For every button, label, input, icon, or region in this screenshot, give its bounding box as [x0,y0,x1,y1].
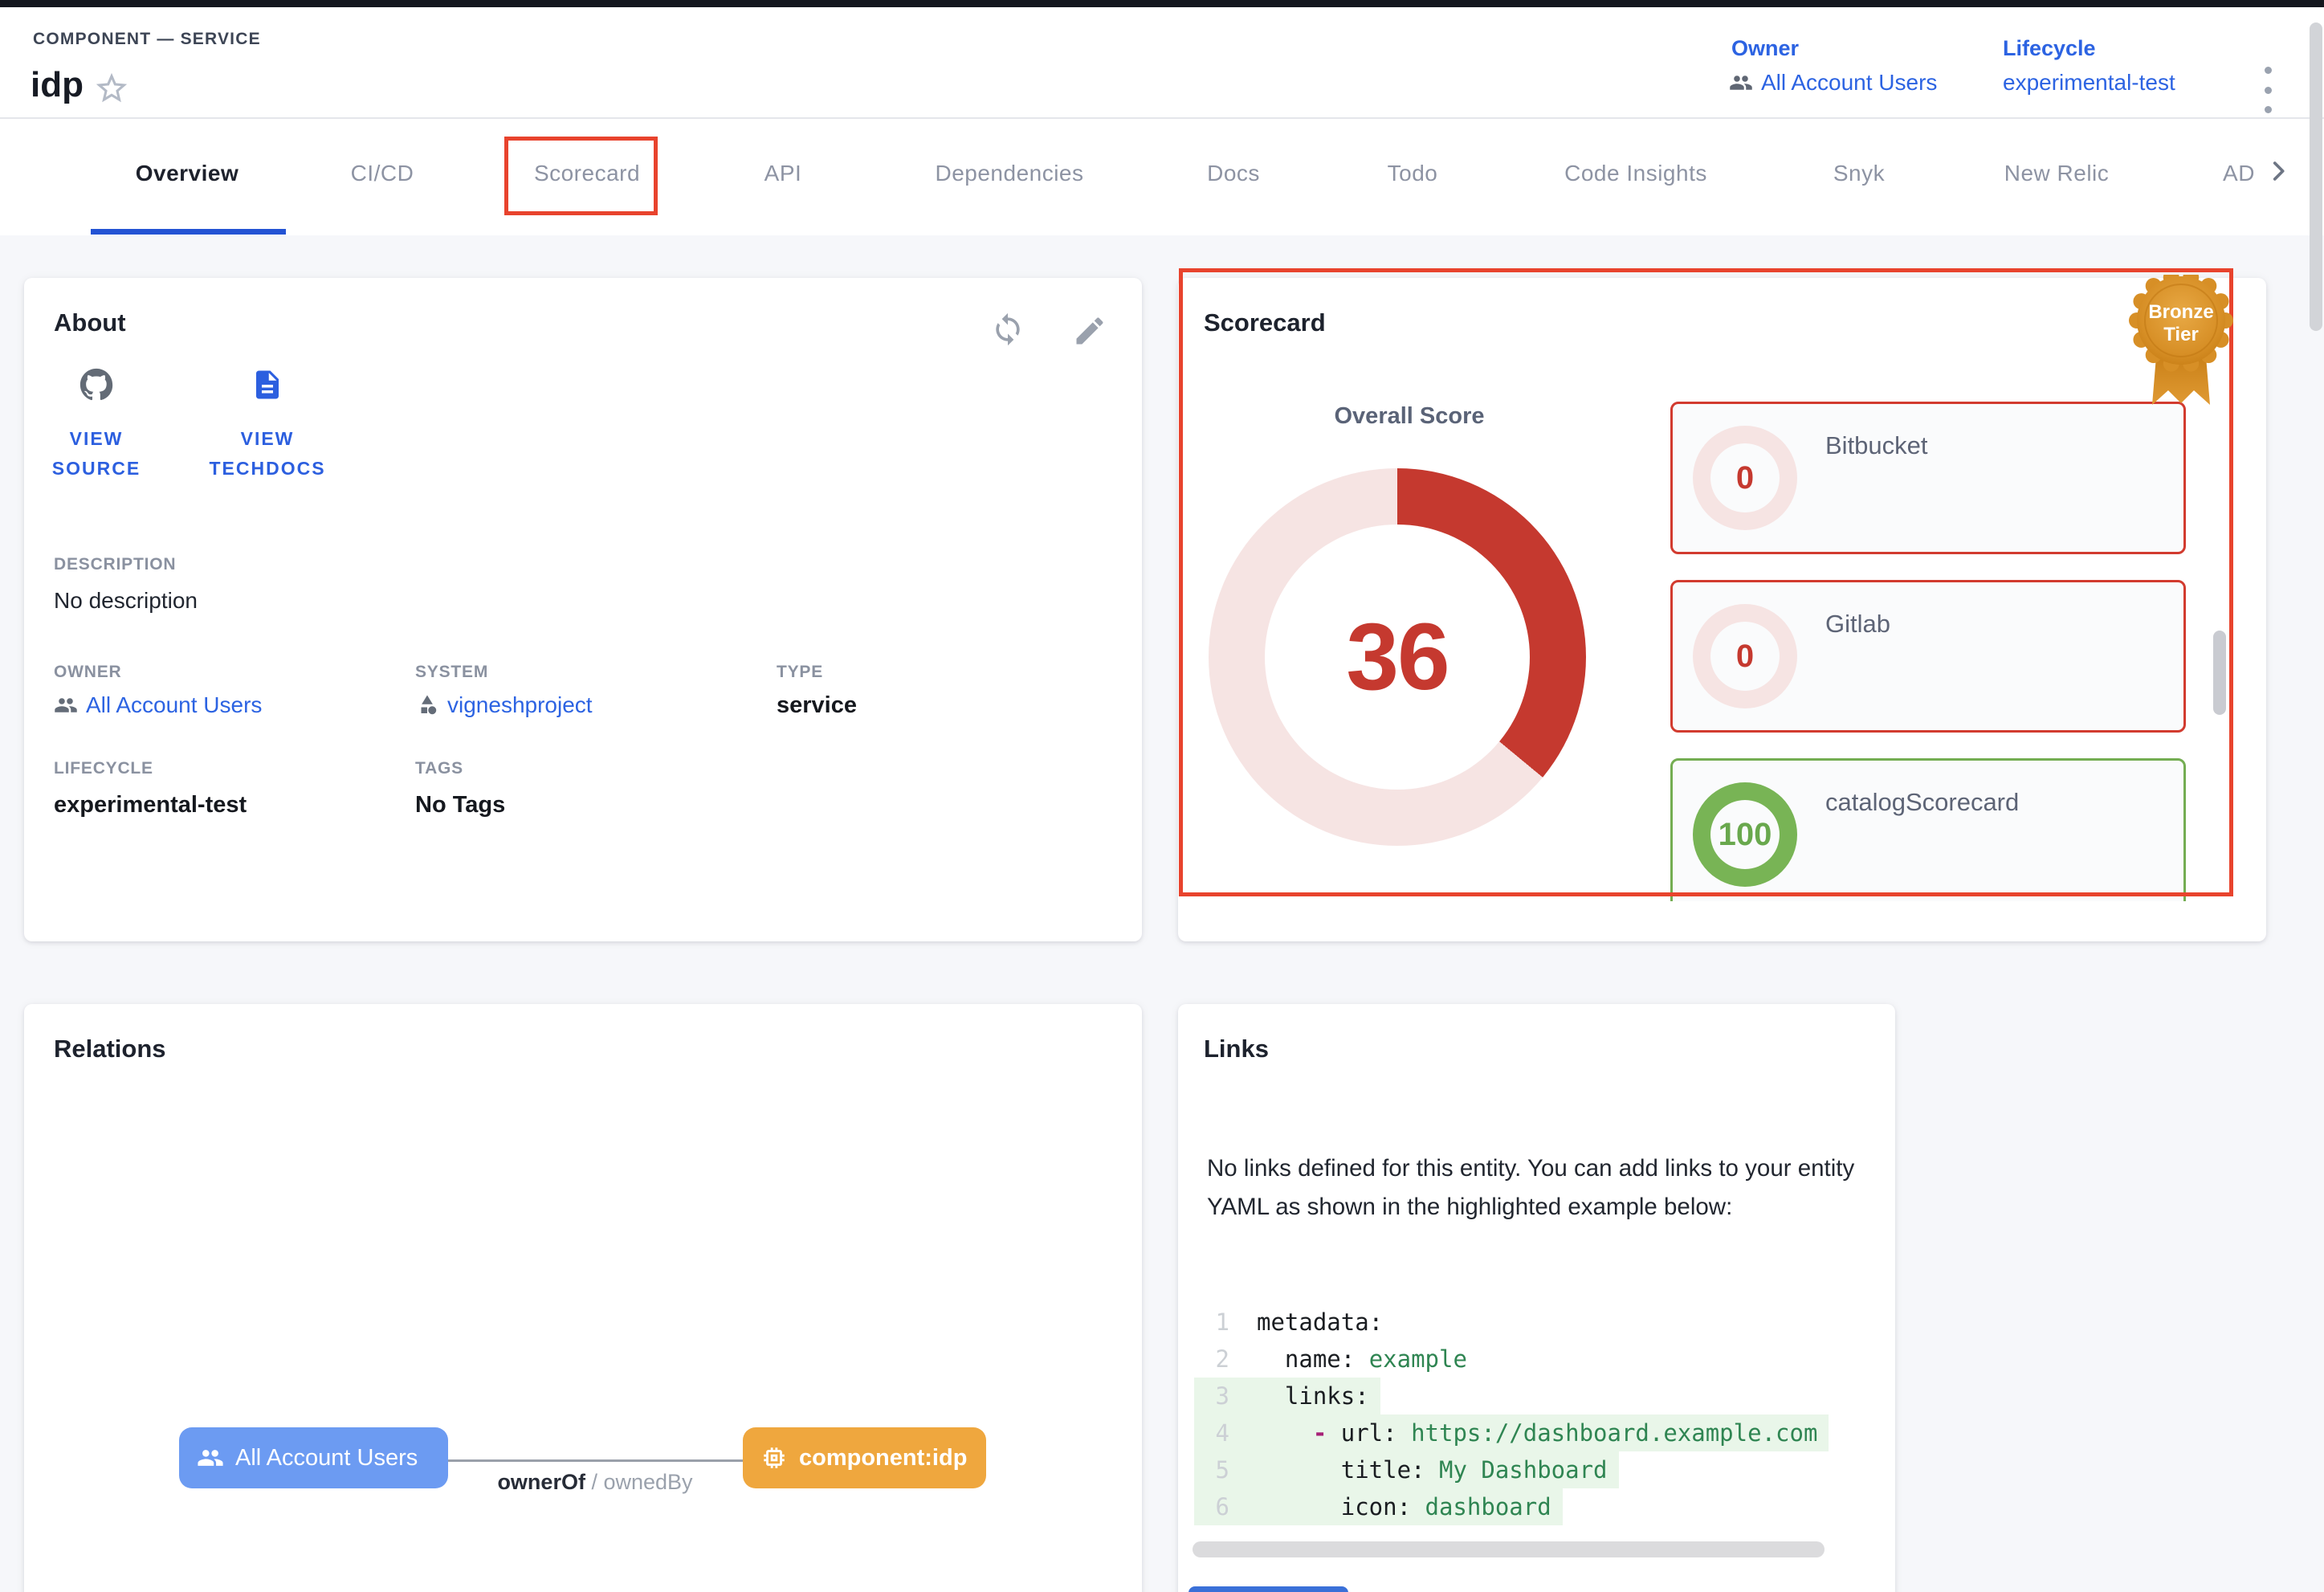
scorecard-item-catalogscorecard[interactable]: 100 catalogScorecard [1670,758,2186,901]
header-owner-value[interactable]: All Account Users [1729,70,1937,96]
system-label: SYSTEM [415,663,489,681]
scorecard-item-gitlab[interactable]: 0 Gitlab [1670,580,2186,733]
tags-label: TAGS [415,759,463,778]
type-value: service [777,692,857,718]
score-donut: 0 [1693,426,1797,530]
about-card-title: About [54,308,126,337]
active-tab-underline [91,229,286,235]
more-options-kebab-icon[interactable] [2253,63,2282,116]
header-lifecycle-label: Lifecycle [2003,36,2096,60]
system-value[interactable]: vigneshproject [415,692,593,718]
tier-badge-line1: Bronze [2148,301,2213,323]
view-source-label: VIEW SOURCE [51,428,141,479]
links-empty-message: No links defined for this entity. You ca… [1207,1155,1855,1220]
header-lifecycle-value: experimental-test [2003,70,2175,95]
favorite-star-icon[interactable] [93,70,130,107]
header-owner-label: Owner [1731,36,1800,60]
tab-snyk[interactable]: Snyk [1833,161,1886,186]
entity-tabbar: Overview CI/CD Scorecard API Dependencies Doc… [0,117,2324,235]
score-value: 0 [1735,638,1755,674]
code-line-3: 3 links: [1194,1378,1380,1414]
refresh-icon[interactable] [990,312,1025,347]
overall-score-label: Overall Score [1334,403,1485,429]
scorecard-card: Scorecard Bronze Tier Overall Score 36 [1178,275,2266,941]
score-value: 0 [1735,459,1755,496]
lifecycle-label: LIFECYCLE [54,759,153,778]
page-title: idp [31,65,84,104]
browser-top-bar [0,0,2324,7]
header-owner-link[interactable]: All Account Users [1761,70,1938,95]
scorecard-item-list: 0 Bitbucket 0 Gitlab 100 catalogScorecard [1670,402,2186,901]
relations-card: Relations All Account Users component:id… [24,1004,1142,1592]
document-icon [251,368,284,402]
github-icon [80,368,113,402]
relation-node-component[interactable]: component:idp [743,1427,986,1488]
code-horizontal-scrollbar[interactable] [1193,1541,1825,1557]
view-source-button[interactable]: VIEW SOURCE [36,368,157,484]
yaml-code-block: 1 metadata: 2 name: example 3 links: 4 - url… [1194,1304,1885,1525]
relation-node-component-label: component:idp [799,1444,968,1471]
relations-card-title: Relations [54,1035,166,1063]
scorecard-card-title: Scorecard [1204,308,1326,337]
owner-value[interactable]: All Account Users [54,692,262,718]
scorecard-item-bitbucket[interactable]: 0 Bitbucket [1670,402,2186,554]
links-card: Links No links defined for this entity. … [1178,1004,1895,1592]
bronze-tier-badge: Bronze Tier [2129,275,2233,405]
view-techdocs-label: VIEW TECHDOCS [209,428,326,479]
edit-pencil-icon[interactable] [1072,313,1107,349]
code-line-4: 4 - url: https://dashboard.example.com [1194,1414,1829,1451]
tier-badge-line2: Tier [2163,324,2199,345]
about-card: About VIEW SOURCE VIEW TECHDOCS DESCRIPT… [24,278,1142,941]
relation-edge-label: ownerOf / ownedBy [497,1470,693,1494]
group-icon [54,693,78,717]
code-line-6: 6 icon: dashboard [1194,1488,1563,1525]
tab-todo[interactable]: Todo [1387,161,1438,186]
tab-ad[interactable]: AD [2223,161,2255,186]
category-icon [415,693,439,717]
tags-value: No Tags [415,792,506,818]
score-donut: 0 [1693,604,1797,708]
links-card-title: Links [1204,1035,1269,1063]
code-line-2: 2 name: example [1215,1345,1467,1373]
tab-overview[interactable]: Overview [135,161,239,186]
score-name: Gitlab [1825,610,1890,638]
description-value: No description [54,588,198,613]
tab-new-relic[interactable]: New Relic [2004,161,2110,186]
relation-edge-line [448,1459,743,1462]
score-name: catalogScorecard [1825,788,2020,816]
chip-icon [760,1444,788,1472]
tab-docs[interactable]: Docs [1207,161,1260,186]
group-icon [1729,71,1753,95]
score-name: Bitbucket [1825,431,1928,459]
owner-label: OWNER [54,663,122,681]
type-label: TYPE [777,663,824,681]
entity-header: COMPONENT — SERVICE idp Owner All Accoun… [0,7,2324,117]
score-value: 100 [1718,816,1772,852]
overall-score-value: 36 [1346,604,1449,710]
code-line-5: 5 title: My Dashboard [1194,1451,1619,1488]
view-techdocs-button[interactable]: VIEW TECHDOCS [207,368,328,484]
breadcrumb: COMPONENT — SERVICE [33,30,261,48]
relation-node-owner[interactable]: All Account Users [179,1427,448,1488]
code-line-1: 1 metadata: [1215,1308,1384,1336]
tab-ci-cd[interactable]: CI/CD [350,161,414,186]
tab-api[interactable]: API [764,161,802,186]
lifecycle-value: experimental-test [54,792,247,818]
description-label: DESCRIPTION [54,555,177,574]
tab-scorecard[interactable]: Scorecard [533,161,641,186]
score-donut: 100 [1693,782,1797,887]
scorecard-list-scrollbar[interactable] [2213,631,2226,715]
links-action-button[interactable] [1189,1586,1348,1592]
overall-score-gauge: 36 [1209,468,1586,846]
tab-dependencies[interactable]: Dependencies [935,161,1084,186]
group-icon [197,1444,224,1472]
page-scrollbar[interactable] [2310,22,2322,331]
relation-node-owner-label: All Account Users [235,1444,418,1471]
tabs-scroll-right-chevron-icon[interactable] [2265,157,2292,185]
tab-code-insights[interactable]: Code Insights [1564,161,1707,186]
